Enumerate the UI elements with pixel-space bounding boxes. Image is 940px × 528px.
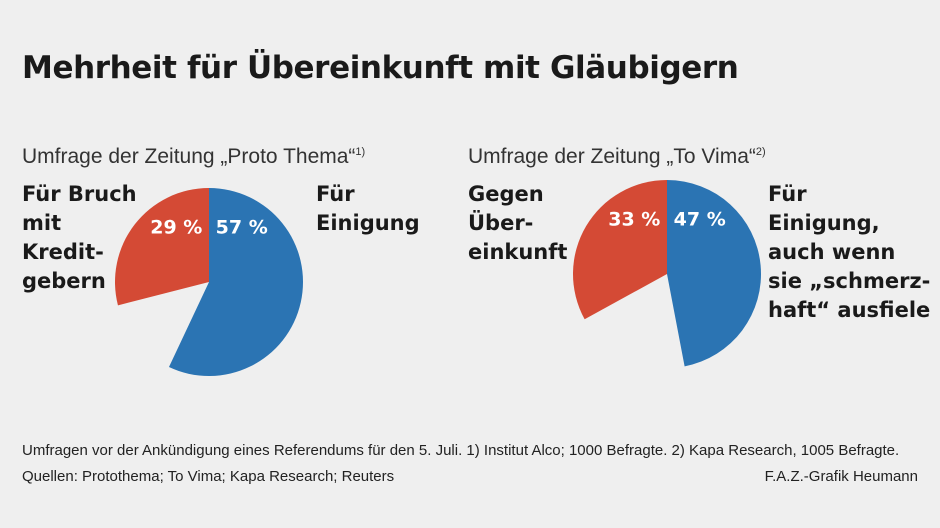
sources-text: Quellen: Protothema; To Vima; Kapa Resea… bbox=[22, 468, 395, 485]
label-fuer-einigung-schmerzhaft: Für Einigung, auch wenn sie „schmerz- ha… bbox=[768, 182, 931, 322]
subtitle-proto-thema: Umfrage der Zeitung „Proto Thema“1) bbox=[22, 145, 365, 169]
pie-chart-to-vima: 47 % 33 % bbox=[573, 180, 761, 367]
pie-data-label: 33 % bbox=[608, 209, 660, 231]
footnote-text: Umfragen vor der Ankündigung eines Refer… bbox=[22, 442, 900, 459]
pie-slice-einigung bbox=[667, 180, 761, 367]
pie-chart-proto-thema: 57 % 29 % bbox=[115, 188, 303, 376]
subtitle-to-vima-text: Umfrage der Zeitung „To Vima“ bbox=[468, 145, 756, 168]
pie-slice-dagegen bbox=[573, 180, 667, 320]
pie-slice-dagegen bbox=[115, 188, 209, 306]
graphic-credit: F.A.Z.-Grafik Heumann bbox=[764, 468, 918, 485]
footnote-marker-1: 1) bbox=[355, 146, 366, 158]
pie-data-label: 47 % bbox=[674, 209, 726, 231]
footnote-marker-2: 2) bbox=[755, 146, 766, 158]
subtitle-to-vima: Umfrage der Zeitung „To Vima“2) bbox=[468, 145, 766, 169]
label-fuer-bruch: Für Bruch mit Kredit- gebern bbox=[22, 182, 137, 293]
pie-data-label: 29 % bbox=[150, 217, 202, 239]
label-gegen-uebereinkunft: Gegen Über- einkunft bbox=[468, 182, 568, 264]
chart-title: Mehrheit für Übereinkunft mit Gläubigern bbox=[22, 50, 739, 86]
label-fuer-einigung: Für Einigung bbox=[316, 182, 420, 235]
pie-slice-einigung bbox=[168, 188, 303, 376]
pie-data-label: 57 % bbox=[216, 217, 268, 239]
subtitle-proto-thema-text: Umfrage der Zeitung „Proto Thema“ bbox=[22, 145, 356, 168]
